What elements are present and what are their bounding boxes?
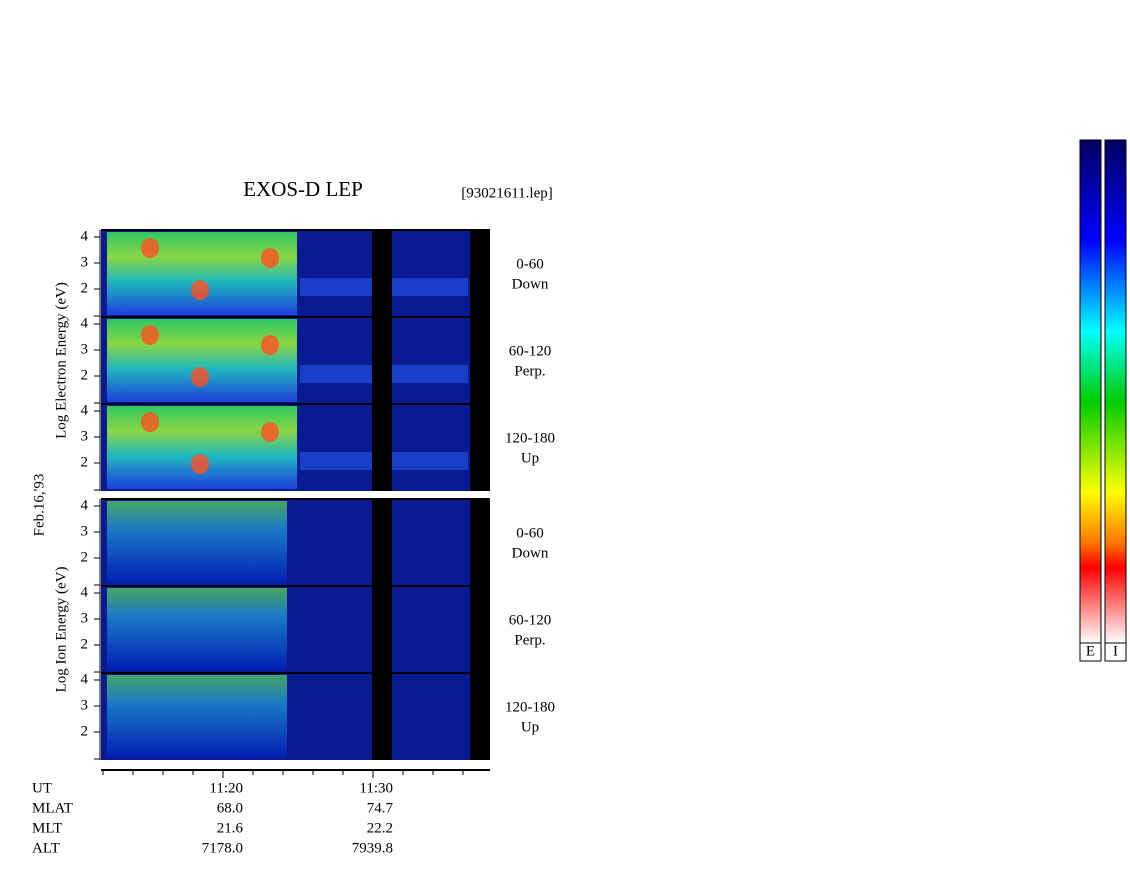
spectrogram-activity [107,406,297,489]
y-tick-label: 4 [81,584,89,600]
panel-range: 120-180 [505,699,555,715]
orbit-value: 7178.0 [202,840,243,856]
panel-range: 0-60 [516,525,544,541]
y-tick-label: 3 [81,341,89,357]
y-tick-label: 4 [81,402,89,418]
panel-direction: Perp. [514,632,545,648]
y-tick-label: 4 [81,671,89,687]
title: EXOS-D LEP [243,177,363,201]
panel-range: 0-60 [516,256,544,272]
data-gap [372,673,392,760]
y-tick-label: 3 [81,523,89,539]
orbit-label: MLT [32,820,62,836]
y-axis-label: Log Electron Energy (eV) [53,282,69,439]
colorbar [1079,139,1102,644]
spectrogram-activity [107,675,287,758]
colorbar [1104,139,1127,644]
panel-direction: Down [512,276,549,292]
colorbar-label-box [1104,642,1127,662]
orbit-value: 22.2 [367,820,393,836]
data-gap [372,404,392,491]
spectrogram-peak [141,325,159,345]
y-tick-label: 2 [81,549,89,565]
spectrogram-peak [191,280,209,300]
data-gap [470,673,490,760]
spectrogram-peak [261,422,279,442]
y-tick-label: 3 [81,610,89,626]
panel-direction: Up [521,450,539,466]
panel-range: 60-120 [509,343,552,359]
y-tick-label: 3 [81,428,89,444]
orbit-value: 11:20 [209,780,243,796]
colorbar-label-box [1079,642,1102,662]
spectrogram-activity [107,232,297,315]
data-gap [470,404,490,491]
data-gap [470,230,490,317]
spectrogram-peak [191,454,209,474]
file-name: [93021611.lep] [461,185,553,201]
y-tick-label: 2 [81,454,89,470]
orbit-value: 68.0 [217,800,243,816]
orbit-label: ALT [32,840,60,856]
y-tick-label: 2 [81,636,89,652]
data-gap [372,586,392,673]
colorbar-label: E [1086,643,1095,659]
data-gap [470,586,490,673]
orbit-label: MLAT [32,800,73,816]
panel-range: 120-180 [505,430,555,446]
spectrogram-peak [141,238,159,258]
panel-range: 60-120 [509,612,552,628]
colorbar-label: I [1113,643,1118,659]
y-tick-label: 4 [81,228,89,244]
panel-direction: Up [521,719,539,735]
y-tick-label: 2 [81,280,89,296]
spectrogram-peak [261,335,279,355]
data-gap [470,317,490,404]
orbit-value: 7939.8 [352,840,393,856]
spectrogram-activity [107,319,297,402]
spectrogram-peak [261,248,279,268]
y-tick-label: 2 [81,367,89,383]
data-gap [372,499,392,586]
y-tick-label: 4 [81,315,89,331]
panel-direction: Down [512,545,549,561]
y-tick-label: 2 [81,723,89,739]
spectrogram-activity [107,501,287,584]
orbit-value: 11:30 [359,780,393,796]
orbit-value: 74.7 [367,800,394,816]
data-gap [372,230,392,317]
y-tick-label: 3 [81,254,89,270]
spectrogram-activity [107,588,287,671]
panel-direction: Perp. [514,363,545,379]
spectrogram-peak [141,412,159,432]
spectrogram-peak [191,367,209,387]
data-gap [470,499,490,586]
date-label: Feb.16,'93 [31,474,47,537]
y-axis-label: Log Ion Energy (eV) [53,567,69,693]
data-gap [372,317,392,404]
y-tick-label: 3 [81,697,89,713]
orbit-label: UT [32,780,52,796]
orbit-value: 21.6 [217,820,244,836]
y-tick-label: 4 [81,497,89,513]
